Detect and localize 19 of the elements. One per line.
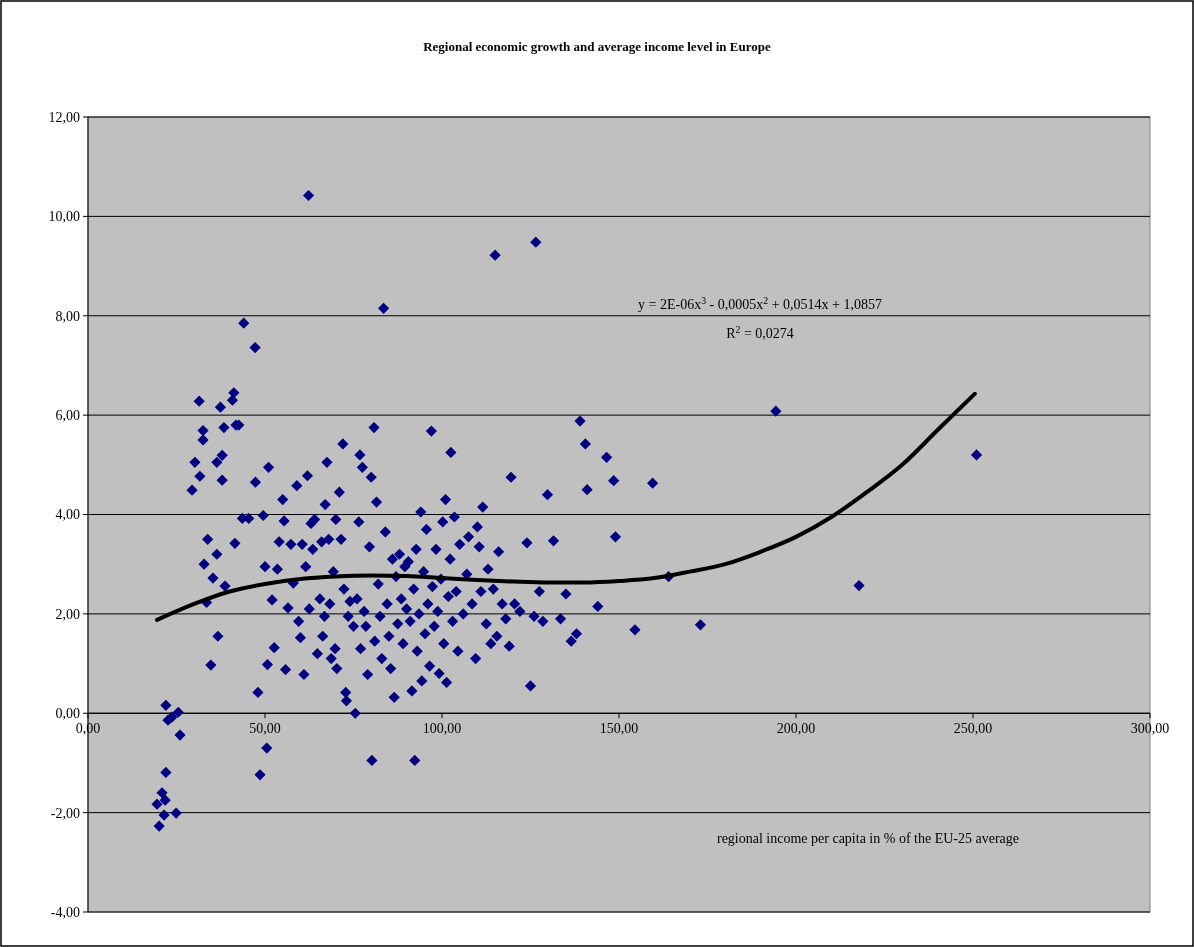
x-tick-label: 200,00 [776, 721, 816, 737]
y-tick-label: 4,00 [55, 507, 80, 523]
y-tick-label: 6,00 [55, 408, 80, 424]
y-tick-label: -2,00 [50, 805, 80, 821]
x-tick-label: 100,00 [422, 721, 462, 737]
y-tick-label: 12,00 [48, 109, 80, 125]
x-tick-label: 250,00 [953, 721, 993, 737]
y-tick-label: 10,00 [48, 209, 80, 225]
x-tick-label: 300,00 [1130, 721, 1170, 737]
y-tick-label: 8,00 [55, 308, 80, 324]
y-tick-label: 0,00 [55, 706, 80, 722]
y-tick-label: 2,00 [55, 606, 80, 622]
x-axis-title: regional income per capita in % of the EU-25 average [716, 831, 1020, 846]
x-tick-label: 150,00 [599, 721, 639, 737]
annotation: y = 2E-06x$^{3}$ - 0,0005x$^{2}$ + 0,0514x + 1,0857 [638, 294, 882, 312]
annotation: R$^{2}$ = 0,0274 [726, 323, 794, 341]
y-tick-label: -4,00 [50, 904, 80, 920]
x-tick-label: 50,00 [249, 721, 281, 737]
chart-title: Regional economic growth and average income level in Europe [423, 39, 772, 54]
